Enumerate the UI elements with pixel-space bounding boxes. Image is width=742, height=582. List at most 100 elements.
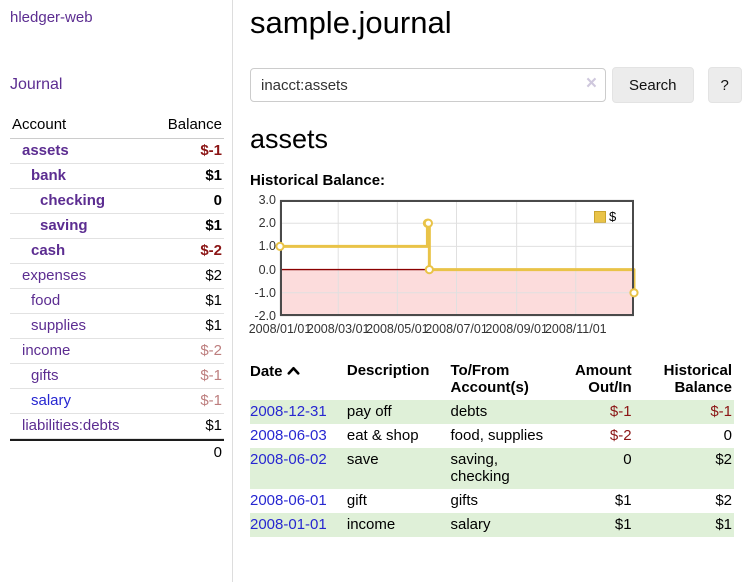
account-balance: $1 — [150, 414, 224, 439]
y-tick-label: 0.0 — [258, 262, 276, 277]
register-row: 2008-06-03 eat & shop food, supplies $-2 0 — [250, 424, 734, 448]
x-tick-label: 2008/03/01 — [306, 322, 370, 336]
x-tick-label: 2008/09/01 — [485, 322, 548, 336]
account-balance: $1 — [150, 164, 224, 189]
amount-column-header: Amount Out/In — [574, 362, 632, 396]
register-row: 2008-06-01 gift gifts $1 $2 — [250, 489, 734, 513]
y-tick-label: 2.0 — [258, 216, 276, 231]
accounts-table-header: Account Balance — [10, 113, 224, 139]
account-row: supplies $1 — [10, 314, 224, 339]
legend-label: $ — [609, 209, 617, 224]
account-row: saving $1 — [10, 214, 224, 239]
chart-plot-area — [275, 199, 639, 317]
account-row: cash $-2 — [10, 239, 224, 264]
account-row: salary $-1 — [10, 389, 224, 414]
spacer-cell — [10, 439, 151, 465]
accounts-table: Account Balance assets $-1 bank $1 checking 0… — [10, 113, 224, 465]
account-link[interactable]: bank — [31, 167, 67, 184]
account-balance: $-2 — [150, 239, 224, 264]
account-link[interactable]: expenses — [22, 267, 87, 284]
help-button[interactable]: ? — [707, 67, 742, 103]
chart-section-label: Historical Balance: — [250, 172, 386, 189]
account-row: checking 0 — [10, 189, 224, 214]
account-link[interactable]: assets — [22, 142, 69, 159]
balance-column-header: Balance — [150, 113, 224, 139]
transaction-description: gift — [346, 492, 367, 509]
account-link[interactable]: checking — [40, 192, 106, 209]
account-balance: $-1 — [150, 139, 224, 164]
account-link[interactable]: food — [31, 292, 61, 309]
transaction-description: income — [346, 513, 451, 537]
account-link[interactable]: cash — [31, 242, 66, 259]
clear-search-icon[interactable]: × — [585, 73, 597, 94]
search-form: × Search ? — [250, 67, 742, 103]
transaction-description: pay off — [346, 400, 451, 424]
account-link[interactable]: salary — [31, 392, 72, 409]
account-column-header: Account — [10, 113, 151, 139]
sort-ascending-icon — [287, 362, 300, 379]
account-balance: $1 — [150, 314, 224, 339]
account-row: assets $-1 — [10, 139, 224, 164]
transaction-date-link[interactable]: 2008-01-01 — [250, 516, 327, 533]
transaction-accounts: gifts — [450, 492, 479, 509]
account-row: liabilities:debts $1 — [10, 414, 224, 439]
transaction-balance: $2 — [633, 448, 734, 489]
legend-swatch — [594, 210, 606, 223]
transaction-accounts: food, supplies — [450, 427, 544, 444]
transaction-amount: $1 — [556, 513, 634, 537]
search-input[interactable] — [250, 68, 606, 102]
transaction-accounts: debts — [450, 400, 557, 424]
account-balance: $1 — [150, 214, 224, 239]
account-balance: $2 — [150, 264, 224, 289]
account-link[interactable]: liabilities:debts — [22, 417, 120, 434]
transaction-date-link[interactable]: 2008-06-03 — [250, 427, 327, 444]
register-table-header: Date Description To/From Account(s) Amou… — [250, 360, 734, 400]
accounts-total-value: 0 — [150, 439, 224, 465]
chart-legend: $ — [594, 209, 616, 224]
description-column-header: Description — [346, 362, 430, 379]
transaction-date-link[interactable]: 2008-12-31 — [250, 403, 327, 420]
register-row: 2008-06-02 save saving, checking 0 $2 — [250, 448, 734, 489]
account-link[interactable]: gifts — [31, 367, 59, 384]
y-tick-label: 3.0 — [258, 193, 276, 207]
transaction-description: save — [346, 448, 451, 489]
x-tick-label: 2008/11/01 — [544, 322, 607, 336]
transaction-date-link[interactable]: 2008-06-01 — [250, 492, 327, 509]
transaction-amount: $1 — [614, 492, 632, 509]
balance-column-header-register: Historical Balance — [663, 362, 732, 396]
main-content: sample.journal × Search ? assets Histori… — [233, 0, 742, 582]
transaction-accounts: salary — [450, 513, 557, 537]
date-column-header[interactable]: Date — [250, 360, 347, 400]
sidebar: hledger-web Journal Account Balance asse… — [0, 0, 233, 582]
x-tick-label: 2008/05/01 — [366, 322, 429, 336]
register-row: 2008-01-01 income salary $1 $1 — [250, 513, 734, 537]
account-balance: $1 — [150, 289, 224, 314]
sidebar-item-journal[interactable]: Journal — [10, 76, 63, 93]
transaction-date-link[interactable]: 2008-06-02 — [250, 451, 327, 468]
account-row: expenses $2 — [10, 264, 224, 289]
account-balance: 0 — [150, 189, 224, 214]
transaction-balance: $-1 — [633, 400, 734, 424]
account-link[interactable]: income — [22, 342, 71, 359]
page-title: sample.journal — [250, 5, 452, 40]
transaction-amount: $-2 — [609, 427, 632, 444]
y-tick-label: 1.0 — [258, 239, 276, 254]
account-row: food $1 — [10, 289, 224, 314]
account-row: gifts $-1 — [10, 364, 224, 389]
y-tick-label: -1.0 — [254, 285, 276, 300]
transaction-description: eat & shop — [346, 427, 419, 444]
historical-balance-chart: $ 3.0 2.0 1.0 0.0 -1.0 -2.0 2008/01/01 2008/03/… — [248, 194, 720, 344]
transaction-amount: $-1 — [556, 400, 634, 424]
x-tick-label: 2008/01/01 — [248, 322, 312, 336]
transaction-amount: 0 — [556, 448, 634, 489]
transaction-accounts: saving, checking — [450, 448, 557, 489]
account-link[interactable]: saving — [40, 217, 88, 234]
account-row: income $-2 — [10, 339, 224, 364]
account-link[interactable]: supplies — [31, 317, 87, 334]
accounts-total-row: 0 — [10, 439, 224, 465]
app-title-link[interactable]: hledger-web — [10, 9, 93, 26]
account-page-title: assets — [250, 124, 329, 154]
search-button[interactable]: Search — [612, 67, 694, 103]
y-tick-label: -2.0 — [254, 309, 276, 323]
